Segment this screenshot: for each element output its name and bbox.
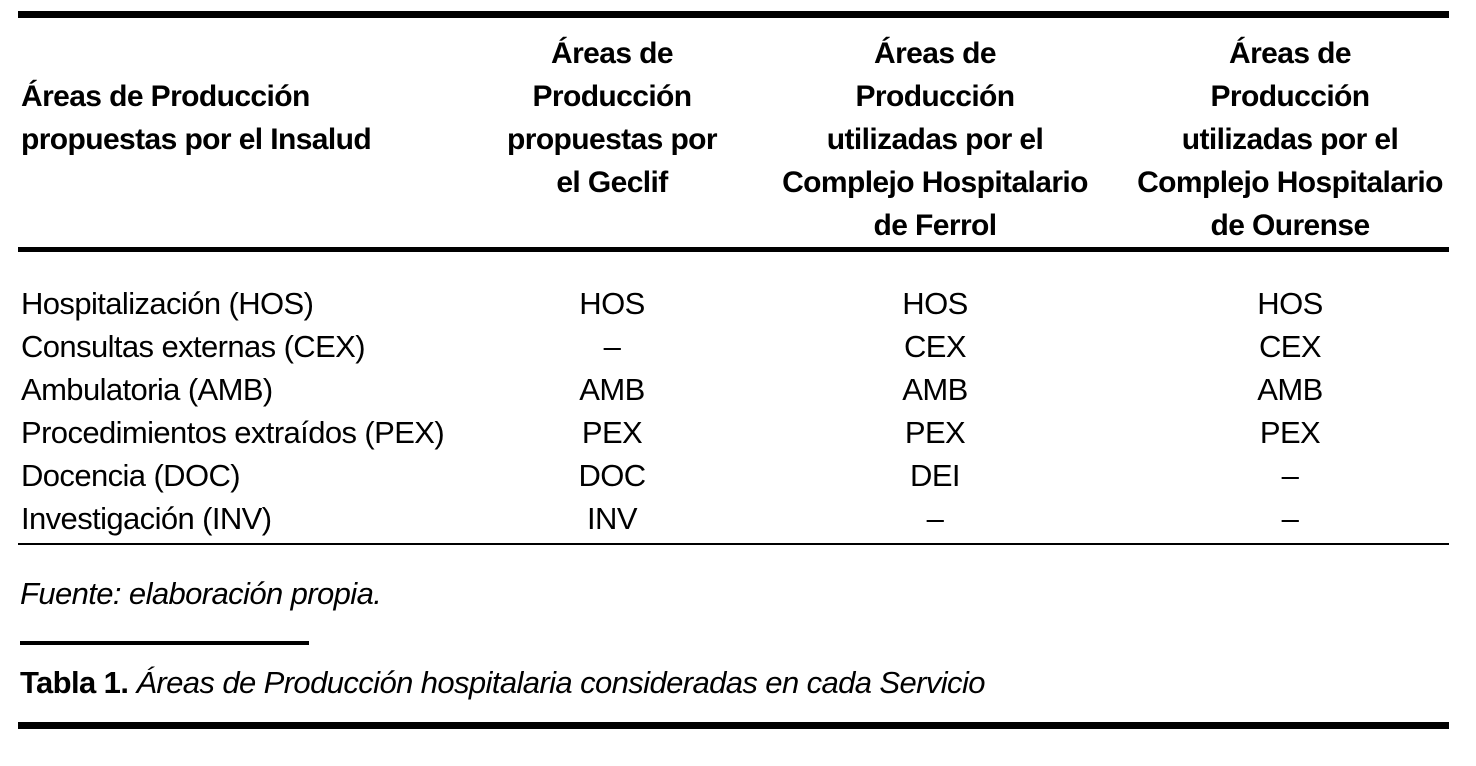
table-cell: AMB bbox=[579, 372, 645, 407]
row-label: Hospitalización (HOS) bbox=[21, 286, 314, 321]
table-cell: AMB bbox=[1257, 372, 1323, 407]
table-cell: INV bbox=[587, 501, 637, 536]
table-cell: HOS bbox=[579, 286, 645, 321]
table-caption: Tabla 1. Áreas de Producción hospitalaria… bbox=[20, 661, 1449, 704]
table-cell: PEX bbox=[904, 415, 966, 450]
column-header-geclif: Áreas de Producción propuestas por el Ge… bbox=[485, 18, 739, 252]
table-cell: – bbox=[603, 329, 621, 364]
table-cell: HOS bbox=[1257, 286, 1323, 321]
caption-divider bbox=[20, 641, 309, 645]
table-cell: – bbox=[1281, 501, 1299, 536]
table-cell: CEX bbox=[1259, 329, 1322, 364]
table-caption-text: Áreas de Producción hospitalaria conside… bbox=[136, 665, 985, 700]
table-cell: HOS bbox=[902, 286, 968, 321]
row-label: Procedimientos extraídos (PEX) bbox=[21, 415, 445, 450]
table-cell: DEI bbox=[910, 458, 960, 493]
column-header-ferrol: Áreas de Producción utilizadas por el Co… bbox=[739, 18, 1131, 252]
column-header-insalud: Áreas de Producción propuestas por el In… bbox=[18, 18, 485, 252]
table-figure: Áreas de Producción propuestas por el In… bbox=[18, 11, 1449, 729]
table-cell: CEX bbox=[904, 329, 967, 364]
table-cell: – bbox=[926, 501, 944, 536]
table-cell: PEX bbox=[581, 415, 643, 450]
production-areas-table: Áreas de Producción propuestas por el In… bbox=[18, 18, 1449, 545]
table-row: Ambulatoria (AMB) AMB AMB AMB bbox=[18, 368, 1449, 411]
table-row: Docencia (DOC) DOC DEI – bbox=[18, 454, 1449, 497]
table-cell: PEX bbox=[1259, 415, 1321, 450]
source-note: Fuente: elaboración propia. bbox=[20, 576, 382, 611]
table-row: Investigación (INV) INV – – bbox=[18, 497, 1449, 544]
table-caption-label: Tabla 1. bbox=[20, 665, 129, 700]
table-cell: – bbox=[1281, 458, 1299, 493]
row-label: Ambulatoria (AMB) bbox=[21, 372, 273, 407]
table-row: Consultas externas (CEX) – CEX CEX bbox=[18, 325, 1449, 368]
table-bottom-rule bbox=[18, 722, 1449, 729]
table-cell: AMB bbox=[902, 372, 968, 407]
table-cell: DOC bbox=[578, 458, 646, 493]
row-label: Docencia (DOC) bbox=[21, 458, 241, 493]
row-label: Investigación (INV) bbox=[21, 501, 272, 536]
table-row: Procedimientos extraídos (PEX) PEX PEX P… bbox=[18, 411, 1449, 454]
table-row: Hospitalización (HOS) HOS HOS HOS bbox=[18, 250, 1449, 326]
table-top-rule bbox=[18, 11, 1449, 18]
header-row: Áreas de Producción propuestas por el In… bbox=[18, 18, 1449, 252]
column-header-ourense: Áreas de Producción utilizadas por el Co… bbox=[1131, 18, 1449, 252]
row-label: Consultas externas (CEX) bbox=[21, 329, 366, 364]
